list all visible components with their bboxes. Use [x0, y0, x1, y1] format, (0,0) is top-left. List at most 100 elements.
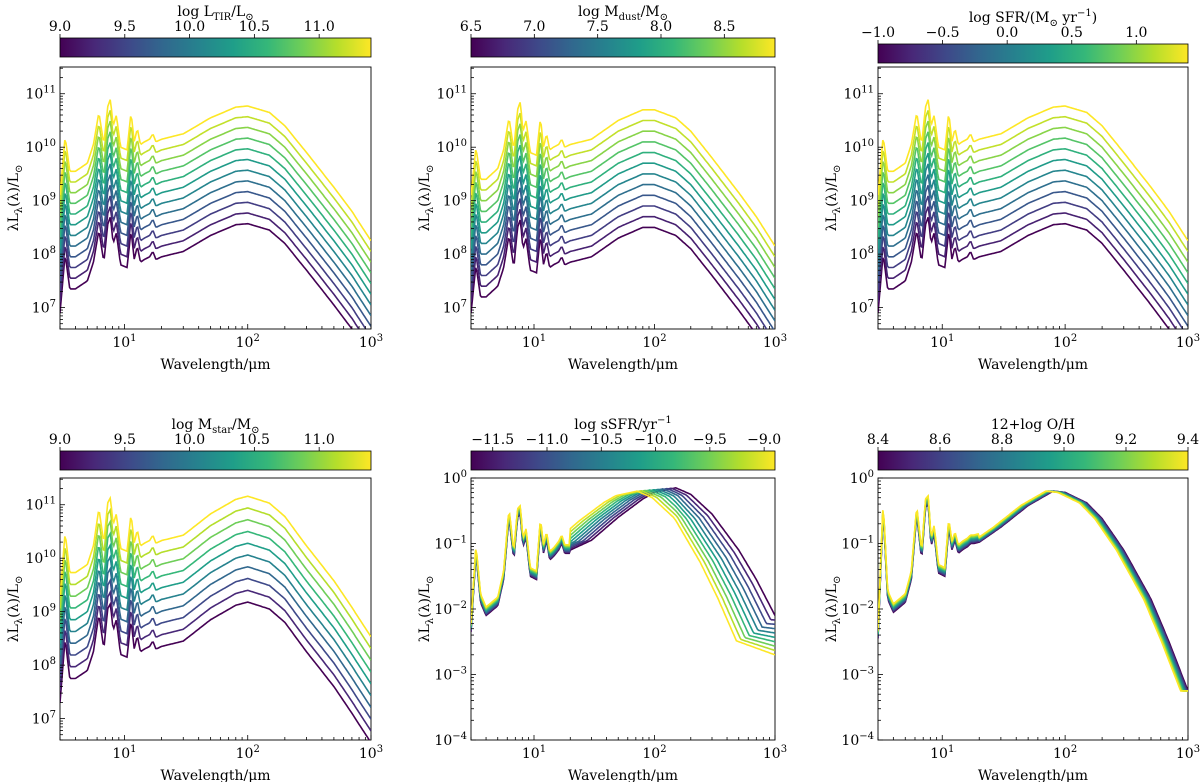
y-tick-label: 10−3: [841, 666, 874, 684]
colorbar-tick-label: −1.0: [861, 25, 895, 41]
colorbar-tick-label: 9.2: [1115, 432, 1137, 448]
colorbar: [470, 450, 776, 471]
colorbar-tick-label: −10.5: [580, 432, 623, 448]
colorbar-tick-label: 10.5: [239, 432, 270, 448]
series-line: [471, 166, 775, 311]
series-group: [471, 486, 775, 656]
y-tick-label: 10−1: [434, 535, 467, 553]
colorbar-tick-label: 7.0: [523, 19, 545, 35]
colorbar-title: log sSFR/yr−1: [574, 415, 671, 433]
series-line: [878, 110, 1188, 252]
y-tick-label: 1011: [25, 496, 56, 514]
series-line: [60, 601, 371, 740]
x-tick-label: 102: [236, 333, 260, 351]
series-line: [60, 174, 371, 317]
colorbar-tick-label: 8.6: [929, 432, 951, 448]
y-tick-label: 10−1: [841, 535, 874, 553]
x-axis-label: Wavelength/μm: [160, 357, 270, 373]
colorbar-tick-label: 9.0: [49, 19, 71, 35]
y-tick-label: 100: [443, 469, 467, 487]
panel-p3: −1.0 −0.5 0.0 0.5 1.0 log SFR/(M⊙ yr−1) 101 102…: [824, 8, 1200, 373]
series-line: [60, 542, 371, 685]
colorbar-tick-label: −10.0: [634, 432, 677, 448]
series-line: [471, 123, 775, 268]
series-line: [60, 518, 371, 661]
series-line: [878, 195, 1184, 329]
x-tick-label: 102: [642, 744, 666, 762]
colorbar-tick-label: 8.4: [867, 432, 889, 448]
series-line: [60, 206, 360, 329]
series-line: [471, 487, 775, 631]
series-line: [471, 487, 775, 632]
colorbar-tick-label: 8.0: [650, 19, 672, 35]
series-line: [60, 142, 371, 285]
y-tick-label: 107: [32, 299, 56, 317]
colorbar-tick-label: 11.0: [304, 19, 335, 35]
series-group: [60, 495, 371, 740]
y-tick-label: 1011: [436, 85, 467, 103]
y-axis-label: λLλ(λ)/L⊙: [417, 165, 436, 232]
colorbar-tick-label: −11.5: [471, 432, 514, 448]
series-line: [471, 144, 775, 290]
y-tick-label: 108: [32, 656, 56, 674]
series-line: [60, 185, 371, 327]
series-line: [60, 163, 371, 306]
y-tick-label: 109: [850, 192, 874, 210]
axes-frame: [59, 477, 372, 741]
x-axis-label: Wavelength/μm: [978, 357, 1088, 373]
colorbar-tick-label: −0.5: [926, 25, 960, 41]
y-tick-label: 109: [32, 603, 56, 621]
x-tick-label: 101: [112, 744, 136, 762]
series-line: [60, 530, 371, 673]
colorbar-tick-label: 9.0: [49, 432, 71, 448]
series-line: [471, 112, 775, 258]
series-group: [878, 99, 1188, 329]
series-line: [60, 495, 371, 638]
y-tick-label: 1010: [25, 138, 56, 156]
series-line: [471, 219, 754, 329]
panel-p5: −11.5 −11.0 −10.5 −10.0 −9.5 −9.0 log sSFR/yr−…: [417, 415, 787, 782]
colorbar-tick-label: −11.0: [526, 432, 569, 448]
colorbar: [877, 43, 1189, 64]
y-tick-label: 108: [443, 245, 467, 263]
colorbar: [59, 450, 372, 471]
panel-p2: 6.5 7.0 7.5 8.0 8.5 log Mdust/M⊙ 101 102 103 107 1…: [417, 4, 787, 373]
series-line: [878, 152, 1188, 295]
x-tick-label: 103: [1176, 744, 1200, 762]
y-axis-label: λLλ(λ)/L⊙: [417, 576, 436, 643]
x-axis-label: Wavelength/μm: [568, 768, 678, 782]
colorbar-title: log LTIR/L⊙: [177, 4, 253, 23]
x-tick-label: 102: [1053, 744, 1077, 762]
x-tick-label: 102: [1053, 333, 1077, 351]
y-tick-label: 10−2: [434, 600, 467, 618]
y-tick-label: 1011: [25, 85, 56, 103]
colorbar-tick-label: 9.5: [114, 19, 136, 35]
series-line: [60, 507, 371, 650]
series-line: [878, 120, 1188, 263]
y-tick-label: 1010: [843, 138, 874, 156]
series-line: [471, 102, 775, 247]
series-line: [878, 174, 1188, 317]
y-axis-label: λLλ(λ)/L⊙: [824, 576, 843, 643]
colorbar-tick-label: 10.0: [174, 19, 205, 35]
x-tick-label: 102: [236, 744, 260, 762]
y-tick-label: 109: [443, 192, 467, 210]
y-axis-label: λLλ(λ)/L⊙: [824, 165, 843, 232]
panel-p6: 8.4 8.6 8.8 9.0 9.2 9.4 12+log O/H 101 102 103 10−…: [824, 417, 1200, 782]
series-line: [878, 131, 1188, 274]
y-tick-label: 108: [32, 245, 56, 263]
colorbar: [59, 37, 372, 58]
y-tick-label: 1011: [843, 85, 874, 103]
y-axis-label: λLλ(λ)/L⊙: [6, 165, 25, 232]
series-line: [878, 185, 1188, 327]
colorbar-tick-label: 9.0: [1053, 432, 1075, 448]
series-line: [471, 187, 775, 329]
series-line: [60, 565, 371, 708]
y-axis-label: λLλ(λ)/L⊙: [6, 576, 25, 643]
series-line: [878, 99, 1188, 242]
y-tick-label: 1010: [436, 138, 467, 156]
series-line: [60, 577, 371, 720]
x-axis-label: Wavelength/μm: [160, 768, 270, 782]
series-line: [60, 131, 371, 274]
series-line: [60, 120, 371, 263]
